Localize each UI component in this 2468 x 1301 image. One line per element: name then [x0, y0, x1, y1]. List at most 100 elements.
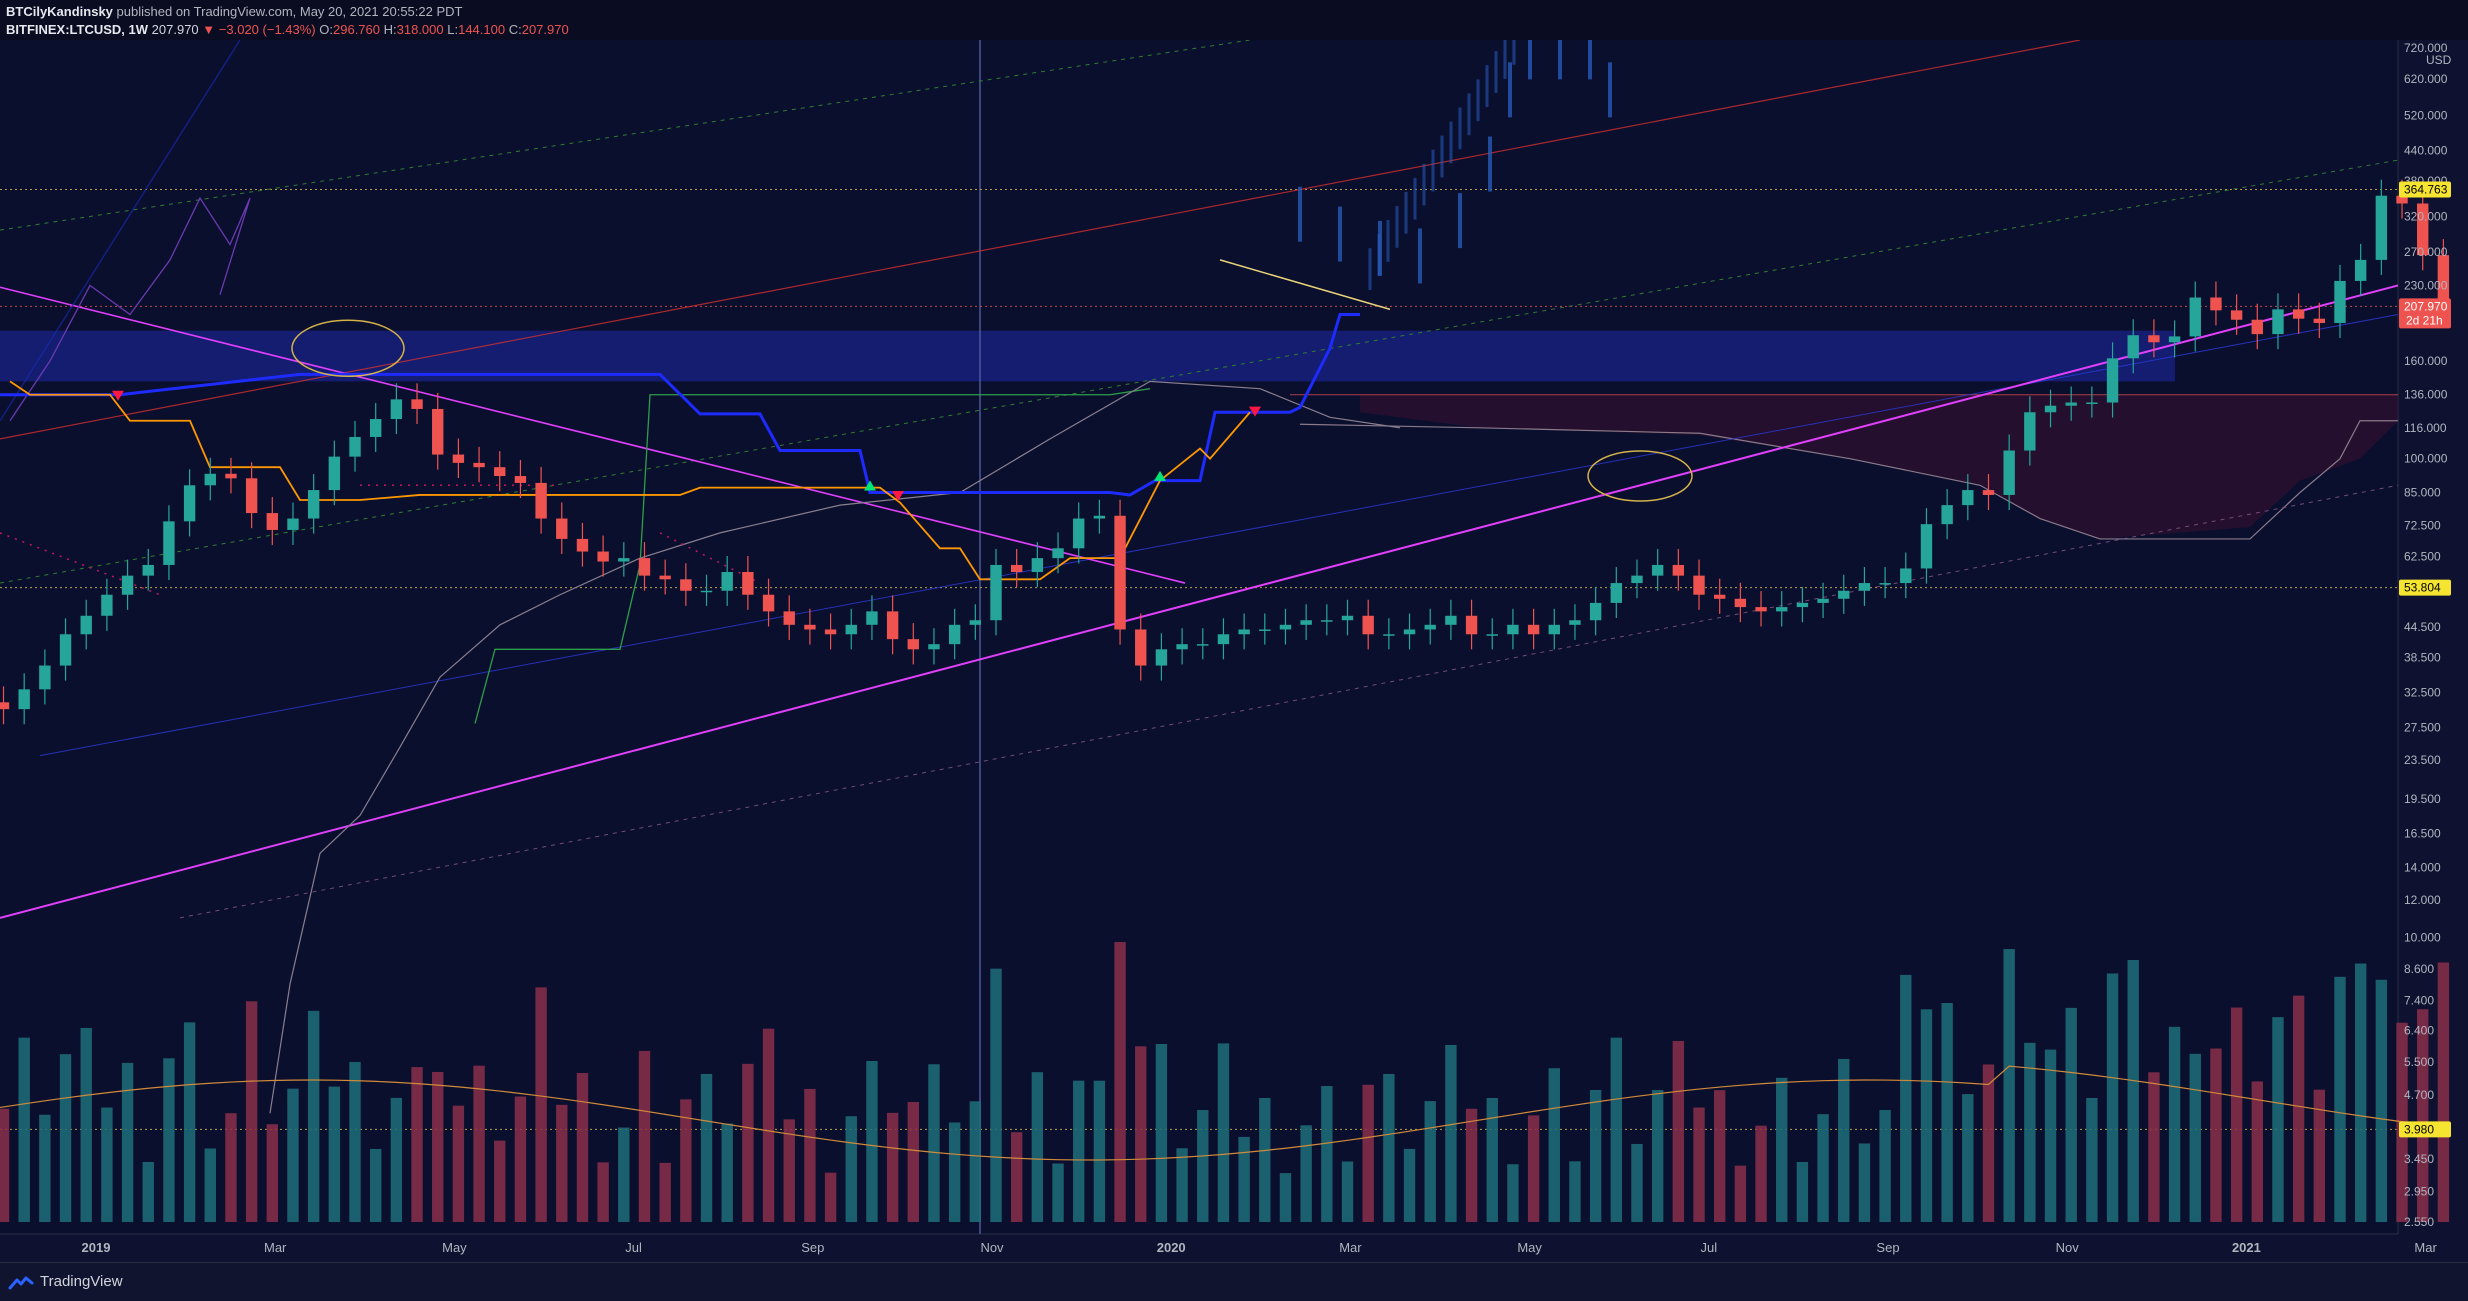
- chart-header: BTCilyKandinsky published on TradingView…: [0, 0, 2468, 40]
- magenta-support-trendline: [0, 284, 2399, 919]
- candle: [2251, 319, 2263, 335]
- volume-bar: [39, 1114, 51, 1222]
- candle: [1217, 634, 1230, 645]
- volume-bar: [183, 1022, 196, 1222]
- projection-bar: [1458, 107, 1462, 150]
- projection-bar: [1404, 191, 1408, 234]
- price-badge: [2399, 181, 2451, 198]
- price-tick-label: 85.000: [2404, 485, 2441, 499]
- candle: [1010, 564, 1023, 573]
- volume-bar: [886, 1112, 899, 1222]
- price-tick-label: 136.000: [2404, 388, 2448, 402]
- price-tick-label: 44.500: [2404, 620, 2441, 634]
- volume-bar: [80, 1027, 92, 1222]
- highlight-ellipse: [291, 319, 405, 378]
- volume-bar: [204, 1148, 216, 1222]
- time-tick-label: 2020: [1157, 1240, 1186, 1255]
- candle: [2024, 412, 2036, 451]
- candle: [2272, 309, 2284, 335]
- projection-bar: [1418, 228, 1422, 284]
- time-tick-label: Jul: [1700, 1240, 1717, 1255]
- price-tick-label: 230.000: [2404, 278, 2448, 292]
- volume-bar: [2230, 1007, 2243, 1222]
- volume-bar: [824, 1172, 837, 1222]
- volume-bar: [1755, 1125, 1767, 1222]
- volume-bar: [514, 1096, 527, 1222]
- volume-bar: [1631, 1143, 1643, 1222]
- candle: [101, 594, 113, 616]
- price-badge: [2399, 579, 2451, 596]
- candle: [1279, 624, 1292, 630]
- volume-bar: [1858, 1143, 1871, 1222]
- candle: [1941, 505, 1953, 525]
- projection-bar: [1485, 65, 1489, 107]
- candle: [2044, 405, 2057, 413]
- candle: [1569, 620, 1581, 625]
- candle: [1197, 644, 1209, 646]
- time-tick-label: Nov: [980, 1240, 1004, 1255]
- price-tick-label: 6.400: [2404, 1024, 2434, 1038]
- candle: [328, 456, 341, 491]
- volume-bar: [163, 1058, 175, 1222]
- price-tick-label: 440.000: [2404, 143, 2448, 157]
- candle: [494, 467, 506, 477]
- volume-bar: [535, 987, 547, 1222]
- kijun-line: [0, 312, 1360, 497]
- price-badge-countdown: 2d 21h: [2406, 313, 2443, 327]
- projection-bar: [1395, 206, 1399, 248]
- time-scale[interactable]: [0, 1234, 2468, 1262]
- volume-bar: [1982, 1064, 1995, 1222]
- change-arrow-icon: ▼: [202, 22, 216, 37]
- price-tick-label: 27.500: [2404, 720, 2441, 734]
- price-tick-label: 72.500: [2404, 519, 2441, 533]
- volume-bar: [618, 1127, 630, 1222]
- candle: [1093, 515, 1106, 519]
- candle: [1714, 594, 1726, 599]
- candle: [2065, 402, 2077, 406]
- volume-bar: [1383, 1074, 1395, 1222]
- volume-bar: [948, 1122, 961, 1222]
- time-tick-label: Jul: [625, 1240, 642, 1255]
- price-tick-label: 160.000: [2404, 354, 2448, 368]
- volume-bar: [1424, 1101, 1436, 1222]
- candle: [390, 399, 403, 420]
- price-chart[interactable]: 720.000USD620.000520.000440.000380.00032…: [0, 40, 2468, 1262]
- candle: [1465, 615, 1478, 635]
- candle: [1693, 575, 1705, 595]
- price-tick-label: 620.000: [2404, 72, 2448, 86]
- volume-bar: [845, 1116, 857, 1222]
- price-badge-label: 207.970: [2404, 299, 2448, 313]
- candle: [307, 490, 320, 519]
- wedge-line: [1219, 259, 1391, 311]
- candle: [1589, 602, 1602, 621]
- candle: [473, 462, 485, 468]
- volume-bar: [1052, 1163, 1064, 1222]
- projection-bar: [1494, 51, 1498, 93]
- volume-bar: [2106, 973, 2119, 1222]
- candle: [700, 590, 713, 593]
- volume-bar: [1362, 1084, 1374, 1222]
- price-tick-label: 32.500: [2404, 686, 2441, 700]
- candle: [18, 689, 30, 710]
- price-scale[interactable]: [2398, 40, 2468, 1234]
- volume-bar: [680, 1099, 692, 1222]
- candle: [1527, 624, 1540, 635]
- volume-bar: [452, 1105, 465, 1222]
- volume-bar: [287, 1088, 299, 1222]
- volume-bar: [1672, 1040, 1685, 1222]
- volume-bar: [928, 1064, 940, 1222]
- projection-bar: [1508, 62, 1512, 118]
- volume-bar: [1217, 1043, 1230, 1222]
- candle: [80, 615, 92, 635]
- symbol-label[interactable]: BITFINEX:LTCUSD, 1W: [6, 22, 149, 37]
- candle: [1052, 548, 1064, 559]
- price-tick-label: 270.000: [2404, 245, 2448, 259]
- volume-bar: [1445, 1044, 1457, 1222]
- price-tick-label: 7.400: [2404, 993, 2434, 1007]
- tenkan-line: [9, 380, 1251, 581]
- open-label: O:: [319, 22, 333, 37]
- author-name[interactable]: BTCilyKandinsky: [6, 4, 113, 19]
- price-tick-label: 14.000: [2404, 861, 2441, 875]
- tradingview-brand[interactable]: TradingView: [8, 1273, 123, 1290]
- volume-bar: [1197, 1110, 1209, 1222]
